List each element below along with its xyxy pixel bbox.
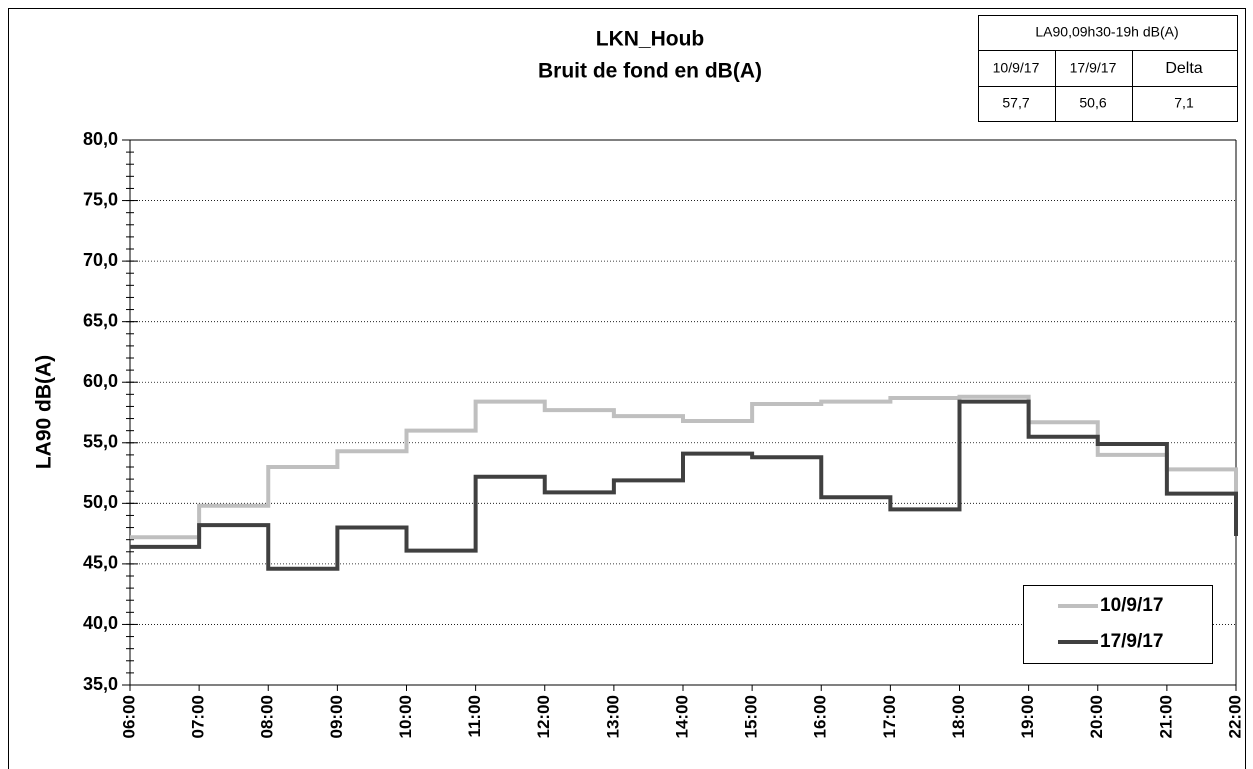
series-line: [130, 394, 1238, 540]
legend-label: 17/9/17: [1100, 631, 1163, 652]
y-tick-label: 75,0: [83, 189, 118, 209]
x-tick-label: 22:00: [1225, 695, 1244, 738]
x-tick-label: 11:00: [465, 695, 484, 738]
series-line: [130, 399, 1238, 571]
x-tick-label: 19:00: [1018, 695, 1037, 738]
legend: 10/9/17 17/9/17: [1023, 585, 1213, 664]
x-tick-label: 13:00: [603, 695, 622, 738]
chart-title: LKN_Houb: [596, 28, 705, 51]
y-tick-label: 40,0: [83, 613, 118, 633]
table-cell: 57,7: [1002, 95, 1029, 111]
x-tick-label: 20:00: [1087, 695, 1106, 738]
x-tick-label: 14:00: [672, 695, 691, 738]
y-tick-label: 60,0: [83, 371, 118, 391]
x-tick-label: 17:00: [880, 695, 899, 738]
chart-frame: [8, 8, 1246, 769]
summary-table: LA90,09h30-19h dB(A) 10/9/17 17/9/17 Del…: [978, 15, 1238, 122]
table-column: 17/9/17: [1070, 60, 1117, 76]
table-border: [978, 15, 1238, 122]
x-tick-label: 06:00: [119, 695, 138, 738]
x-tick-label: 07:00: [189, 695, 208, 738]
legend-box: [1023, 585, 1213, 664]
x-tick-label: 18:00: [949, 695, 968, 738]
chart-subtitle: Bruit de fond en dB(A): [538, 60, 762, 83]
table-cell: 50,6: [1079, 95, 1106, 111]
x-tick-label: 15:00: [742, 695, 761, 738]
legend-label: 10/9/17: [1100, 595, 1163, 616]
x-tick-label: 08:00: [258, 695, 277, 738]
table-header: LA90,09h30-19h dB(A): [1035, 24, 1178, 40]
x-tick-label: 12:00: [534, 695, 553, 738]
table-column: Delta: [1165, 60, 1202, 77]
table-column: 10/9/17: [993, 60, 1040, 76]
y-tick-label: 45,0: [83, 553, 118, 573]
y-tick-label: 65,0: [83, 310, 118, 330]
x-tick-label: 10:00: [396, 695, 415, 738]
y-tick-label: 80,0: [83, 129, 118, 149]
x-tick-label: 21:00: [1156, 695, 1175, 738]
x-tick-label: 16:00: [811, 695, 830, 738]
y-axis-title: LA90 dB(A): [33, 355, 56, 469]
y-tick-label: 50,0: [83, 492, 118, 512]
table-cell: 7,1: [1174, 95, 1194, 111]
y-tick-label: 35,0: [83, 674, 118, 694]
y-tick-label: 70,0: [83, 250, 118, 270]
y-tick-label: 55,0: [83, 432, 118, 452]
x-tick-label: 09:00: [327, 695, 346, 738]
